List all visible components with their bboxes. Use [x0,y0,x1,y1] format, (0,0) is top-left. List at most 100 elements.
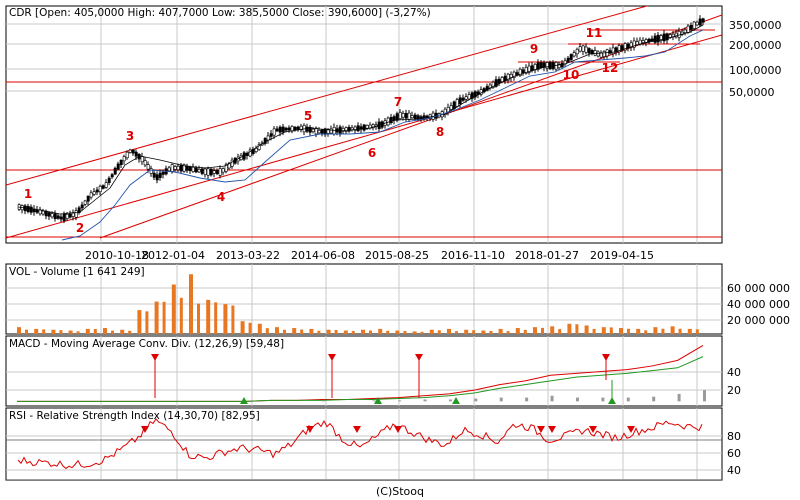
candle-body [497,78,501,84]
volume-bar [609,327,613,334]
candle-body [194,167,198,173]
volume-bar [592,328,596,334]
candle-body [101,185,105,189]
candle-body [80,204,84,209]
candle-body [89,192,93,198]
candle-body [119,160,123,165]
macd-histogram-bar [525,397,529,402]
volume-bar [189,274,193,334]
macd-grid [6,336,722,406]
candle-body [281,126,285,133]
candle-body [584,46,588,53]
candle-body [686,25,690,33]
volume-bar [248,322,252,334]
candle-body [329,128,333,134]
candle-body [344,127,348,132]
candle-body [26,206,30,212]
volume-bar [34,328,39,334]
candle-body [641,40,645,43]
candle-body [131,149,135,154]
candle-body [617,45,621,53]
volume-bar [25,329,28,334]
price-series [6,6,722,241]
candle-body [221,168,225,173]
candle-body [638,39,642,45]
volume-bar [223,304,228,334]
candle-body [569,54,573,60]
candle-body [338,126,342,134]
volume-bar [51,329,56,334]
candle-body [134,151,138,157]
candle-body [467,94,471,100]
candle-body [74,210,78,218]
sell-signal-marker [328,354,336,361]
wave-label-10: 10 [563,68,580,82]
candle-body [230,159,234,167]
volume-bar [661,328,665,334]
price-panel: CDR [Open: 405,0000 High: 407,7000 Low: … [5,5,782,262]
volume-bar [506,331,510,334]
macd-histogram-bar [677,393,681,402]
macd-histogram-bar [601,397,605,402]
candle-body [59,216,63,220]
candle-body [581,45,585,52]
candle-body [62,213,66,221]
macd-histogram-bar [575,397,579,402]
candle-body [695,21,699,26]
volume-bar [636,328,641,334]
candle-body [494,79,498,87]
candle-body [539,62,543,68]
candle-body [227,162,231,169]
candle-body [647,38,651,42]
volume-bar [378,328,383,334]
volume-bar [206,299,211,334]
candle-body [575,49,579,55]
volume-bar [154,301,159,334]
volume-bar [558,329,562,334]
candle-body [272,128,276,136]
macd-histogram-bar [550,395,554,402]
volume-bar [575,324,579,334]
price-x-tick: 2010-10-18 [85,249,149,262]
candle-body [203,168,207,175]
macd-histogram-bar [703,390,706,402]
candle-body [458,97,462,105]
volume-bar [550,326,555,334]
volume-bar [455,331,458,334]
candle-body [296,126,300,130]
volume-bar [343,330,348,334]
macd-histogram-bar [448,399,452,402]
buy-signal-marker [608,397,616,404]
candle-body [170,164,174,172]
volume-bar [171,284,176,334]
price-y-axis: 350,0000 200,0000 100,0000 50,0000 [729,19,782,99]
volume-bar [76,331,80,334]
volume-bar [395,330,400,334]
candle-body [404,113,408,119]
wave-label-4: 4 [217,190,225,204]
candle-body [455,99,459,107]
rsi-overbought-marker [537,426,545,433]
volume-y-axis: 60 000 000 40 000 000 20 000 000 [727,282,790,327]
volume-bar [103,328,107,334]
candle-body [92,191,96,195]
candle-body [320,129,324,135]
candle-body [167,167,171,172]
buy-signal-marker [374,397,382,404]
candle-body [317,130,321,134]
candle-body [659,35,663,41]
candle-body [662,33,666,42]
volume-bar [17,327,21,334]
price-y-tick: 200,0000 [729,39,782,52]
candle-body [308,126,312,133]
volume-bar [231,305,235,334]
rsi-y-axis: 80 60 40 [727,430,741,477]
candle-body [269,133,273,137]
candle-body [362,124,366,131]
candle-body [41,210,45,215]
candle-body [401,113,405,118]
candle-body [515,72,519,75]
macd-histogram-bar [423,399,427,402]
volume-bar [309,328,314,334]
candle-body [179,164,183,172]
